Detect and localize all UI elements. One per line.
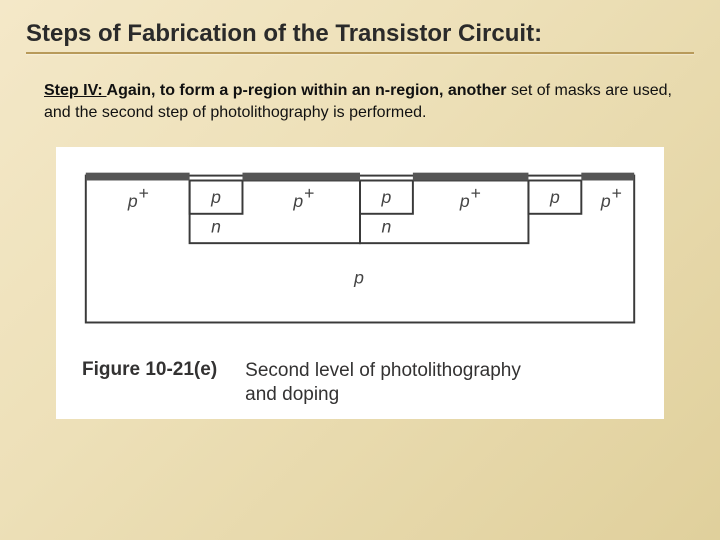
svg-text:+: + — [612, 183, 622, 203]
caption-text: Second level of photolithography and dop… — [245, 359, 545, 407]
svg-text:p: p — [210, 187, 221, 207]
svg-text:p: p — [381, 187, 392, 207]
title-underline — [26, 52, 694, 54]
body-bold: Again, to form a p-region within an n-re… — [107, 82, 511, 99]
page-title: Steps of Fabrication of the Transistor C… — [26, 20, 694, 48]
step-label: Step IV: — [44, 82, 107, 99]
body-paragraph: Step IV: Again, to form a p-region withi… — [26, 80, 694, 123]
svg-text:p: p — [353, 268, 364, 288]
caption-label: Figure 10-21(e) — [82, 359, 217, 381]
svg-text:n: n — [211, 217, 221, 237]
svg-text:p: p — [549, 187, 560, 207]
svg-text:p: p — [600, 191, 611, 211]
figure-caption: Figure 10-21(e) Second level of photolit… — [76, 359, 644, 407]
svg-text:p: p — [127, 191, 138, 211]
svg-text:+: + — [139, 183, 149, 203]
svg-text:+: + — [471, 183, 481, 203]
svg-text:p: p — [292, 191, 303, 211]
cross-section-diagram: p+pnp+pnp+pp+p — [76, 161, 644, 341]
svg-text:n: n — [382, 217, 392, 237]
svg-text:+: + — [304, 183, 314, 203]
svg-text:p: p — [459, 191, 470, 211]
figure-container: p+pnp+pnp+pp+p Figure 10-21(e) Second le… — [56, 147, 664, 419]
